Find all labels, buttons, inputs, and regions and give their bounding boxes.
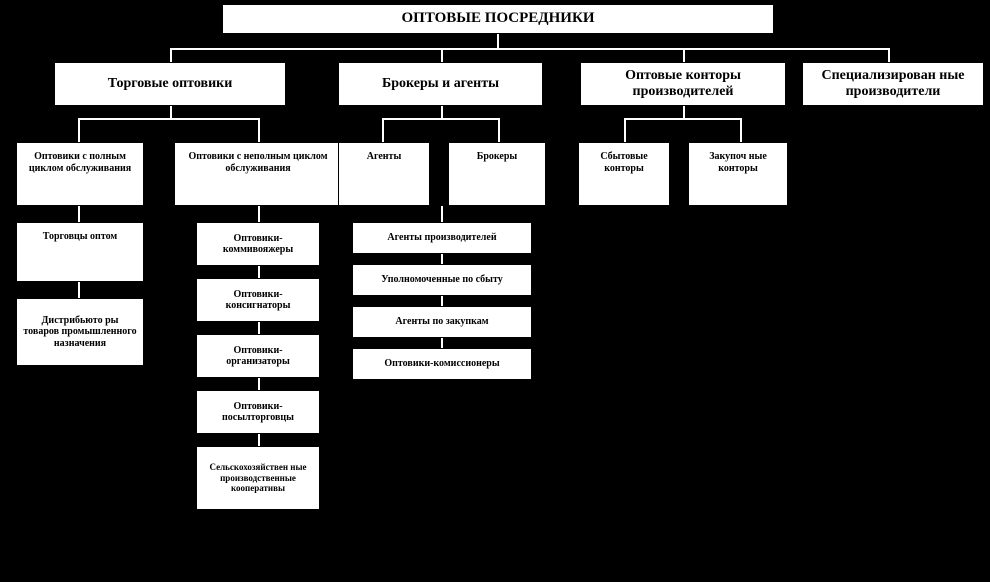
l4-node: Оптовики-организаторы — [196, 334, 320, 378]
l4-node: Оптовики-консигнаторы — [196, 278, 320, 322]
l3-node: Закупоч ные конторы — [688, 142, 788, 206]
connector — [78, 206, 80, 222]
l2-node: Специализирован ные производители — [802, 62, 984, 106]
l4-node: Сельскохозяйствен ные производственные к… — [196, 446, 320, 510]
l3-node: Агенты — [338, 142, 430, 206]
l4-node: Уполномоченные по сбыту — [352, 264, 532, 296]
connector — [683, 106, 685, 118]
connector — [441, 48, 443, 62]
connector — [441, 206, 443, 222]
connector — [497, 34, 499, 48]
connector — [170, 48, 172, 62]
l3-node: Оптовики с полным циклом обслуживания — [16, 142, 144, 206]
l3-node: Оптовики с неполным циклом обслуживания — [174, 142, 342, 206]
l4-node: Оптовики-комиссионеры — [352, 348, 532, 380]
connector — [624, 118, 626, 142]
l2-node: Брокеры и агенты — [338, 62, 543, 106]
connector — [78, 282, 80, 298]
l2-node: Оптовые конторы производителей — [580, 62, 786, 106]
connector — [624, 118, 742, 120]
connector — [740, 118, 742, 142]
l4-node: Оптовики-коммивояжеры — [196, 222, 320, 266]
l4-node: Оптовики-посылторговцы — [196, 390, 320, 434]
connector — [382, 118, 500, 120]
connector — [258, 266, 260, 278]
l4-node: Агенты производителей — [352, 222, 532, 254]
connector — [498, 118, 500, 142]
connector — [170, 48, 890, 50]
l2-node: Торговые оптовики — [54, 62, 286, 106]
l4-node: Агенты по закупкам — [352, 306, 532, 338]
connector — [441, 106, 443, 118]
l4-node: Дистрибьюто ры товаров промышленного наз… — [16, 298, 144, 366]
connector — [258, 118, 260, 142]
connector — [258, 378, 260, 390]
connector — [382, 118, 384, 142]
connector — [78, 118, 80, 142]
l4-node: Торговцы оптом — [16, 222, 144, 282]
l3-node: Сбытовые конторы — [578, 142, 670, 206]
connector — [170, 106, 172, 118]
connector — [888, 48, 890, 62]
connector — [78, 118, 260, 120]
connector — [258, 322, 260, 334]
connector — [441, 338, 443, 348]
l3-node: Брокеры — [448, 142, 546, 206]
root-node: ОПТОВЫЕ ПОСРЕДНИКИ — [222, 4, 774, 34]
connector — [258, 206, 260, 222]
connector — [258, 434, 260, 446]
connector — [441, 296, 443, 306]
connector — [683, 48, 685, 62]
connector — [441, 254, 443, 264]
